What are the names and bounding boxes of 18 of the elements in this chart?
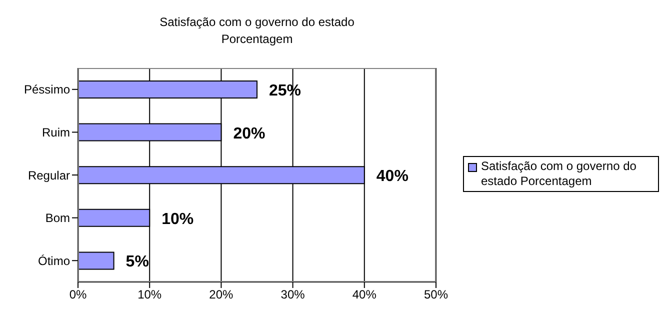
x-tick-label: 40% xyxy=(352,288,377,302)
data-label: 5% xyxy=(126,254,149,271)
chart-title: Satisfação com o governo do estado xyxy=(158,14,356,31)
x-tick-label: 30% xyxy=(280,288,306,302)
x-tick-label: 10% xyxy=(138,288,162,302)
x-tick-label: 50% xyxy=(424,288,448,302)
legend-label: Satisfação com o governo do estado Porcentagem xyxy=(481,159,638,189)
data-label: 20% xyxy=(233,125,266,142)
data-label: 40% xyxy=(376,168,408,186)
y-tick-label: Ruim xyxy=(42,125,70,140)
y-tick-label: Ótimo xyxy=(38,254,70,268)
y-tick-label: Bom xyxy=(45,211,70,226)
chart-subtitle: Porcentagem xyxy=(220,31,294,48)
data-label: 10% xyxy=(162,210,194,228)
y-tick-label: Regular xyxy=(28,168,70,182)
y-tick-label: Péssimo xyxy=(24,82,70,97)
x-tick-label: 20% xyxy=(209,288,234,302)
x-tick-label: 0% xyxy=(69,288,87,302)
